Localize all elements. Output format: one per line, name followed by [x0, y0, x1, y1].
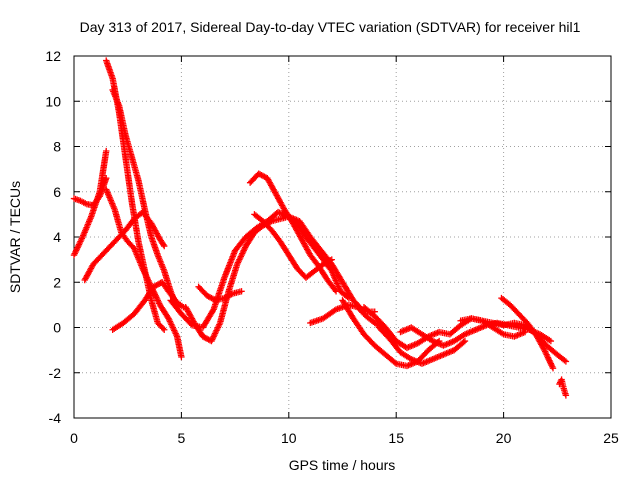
grid-lines: [74, 56, 611, 418]
y-axis-label: SDTVAR / TECUs: [7, 181, 23, 293]
axis-ticks: [73, 55, 612, 419]
series-trace-j: [195, 283, 245, 304]
series-trace-s: [498, 294, 557, 372]
x-axis-label: GPS time / hours: [289, 457, 396, 473]
data-point: [161, 326, 168, 333]
data-point: [327, 257, 334, 264]
x-tick-label: 10: [281, 430, 297, 446]
series-trace-h: [167, 208, 378, 331]
data-point: [238, 288, 245, 295]
data-point: [228, 291, 235, 298]
data-point: [460, 339, 467, 346]
data-point: [178, 353, 185, 361]
series-trace-g: [109, 279, 187, 333]
x-tick-label: 25: [603, 430, 619, 446]
data-point: [549, 365, 557, 372]
series-trace-i: [182, 213, 353, 345]
data-point: [345, 294, 353, 302]
x-tick-label: 15: [388, 430, 404, 446]
data-point: [209, 307, 216, 314]
data-point: [547, 337, 555, 345]
data-point: [562, 358, 570, 365]
y-tick-label: -2: [49, 365, 62, 381]
y-tick-label: 8: [53, 139, 61, 155]
series-trace-l: [251, 211, 335, 281]
data-point: [562, 392, 570, 399]
x-tick-label: 5: [178, 430, 186, 446]
series-trace-k: [246, 170, 340, 295]
y-tick-labels: -4 -2 0 2 4 6 8 10 12: [45, 48, 61, 426]
x-tick-label: 20: [496, 430, 512, 446]
y-tick-label: -4: [49, 410, 62, 426]
data-point: [328, 256, 335, 263]
y-tick-label: 6: [53, 184, 61, 200]
chart-title: Day 313 of 2017, Sidereal Day-to-day VTE…: [80, 19, 581, 35]
data-point: [160, 241, 167, 248]
data-point: [344, 293, 351, 301]
y-tick-label: 2: [53, 274, 61, 290]
data-point: [561, 357, 568, 364]
data-point: [332, 288, 340, 295]
series-trace-p: [375, 324, 469, 367]
y-tick-label: 4: [53, 229, 61, 245]
x-tick-labels: 0 5 10 15 20 25: [70, 430, 619, 446]
y-tick-label: 10: [45, 93, 61, 109]
data-point: [331, 286, 339, 294]
data-point: [103, 147, 110, 155]
x-tick-label: 0: [70, 430, 78, 446]
y-tick-label: 12: [45, 48, 61, 64]
data-point: [159, 325, 167, 332]
data-point: [266, 218, 274, 226]
data-points: [70, 57, 570, 399]
y-tick-label: 0: [53, 320, 61, 336]
data-point: [161, 242, 168, 250]
series-trace-b: [70, 147, 110, 259]
series-trace-e: [103, 57, 168, 333]
series-trace-t: [556, 376, 570, 399]
data-point: [461, 337, 469, 345]
